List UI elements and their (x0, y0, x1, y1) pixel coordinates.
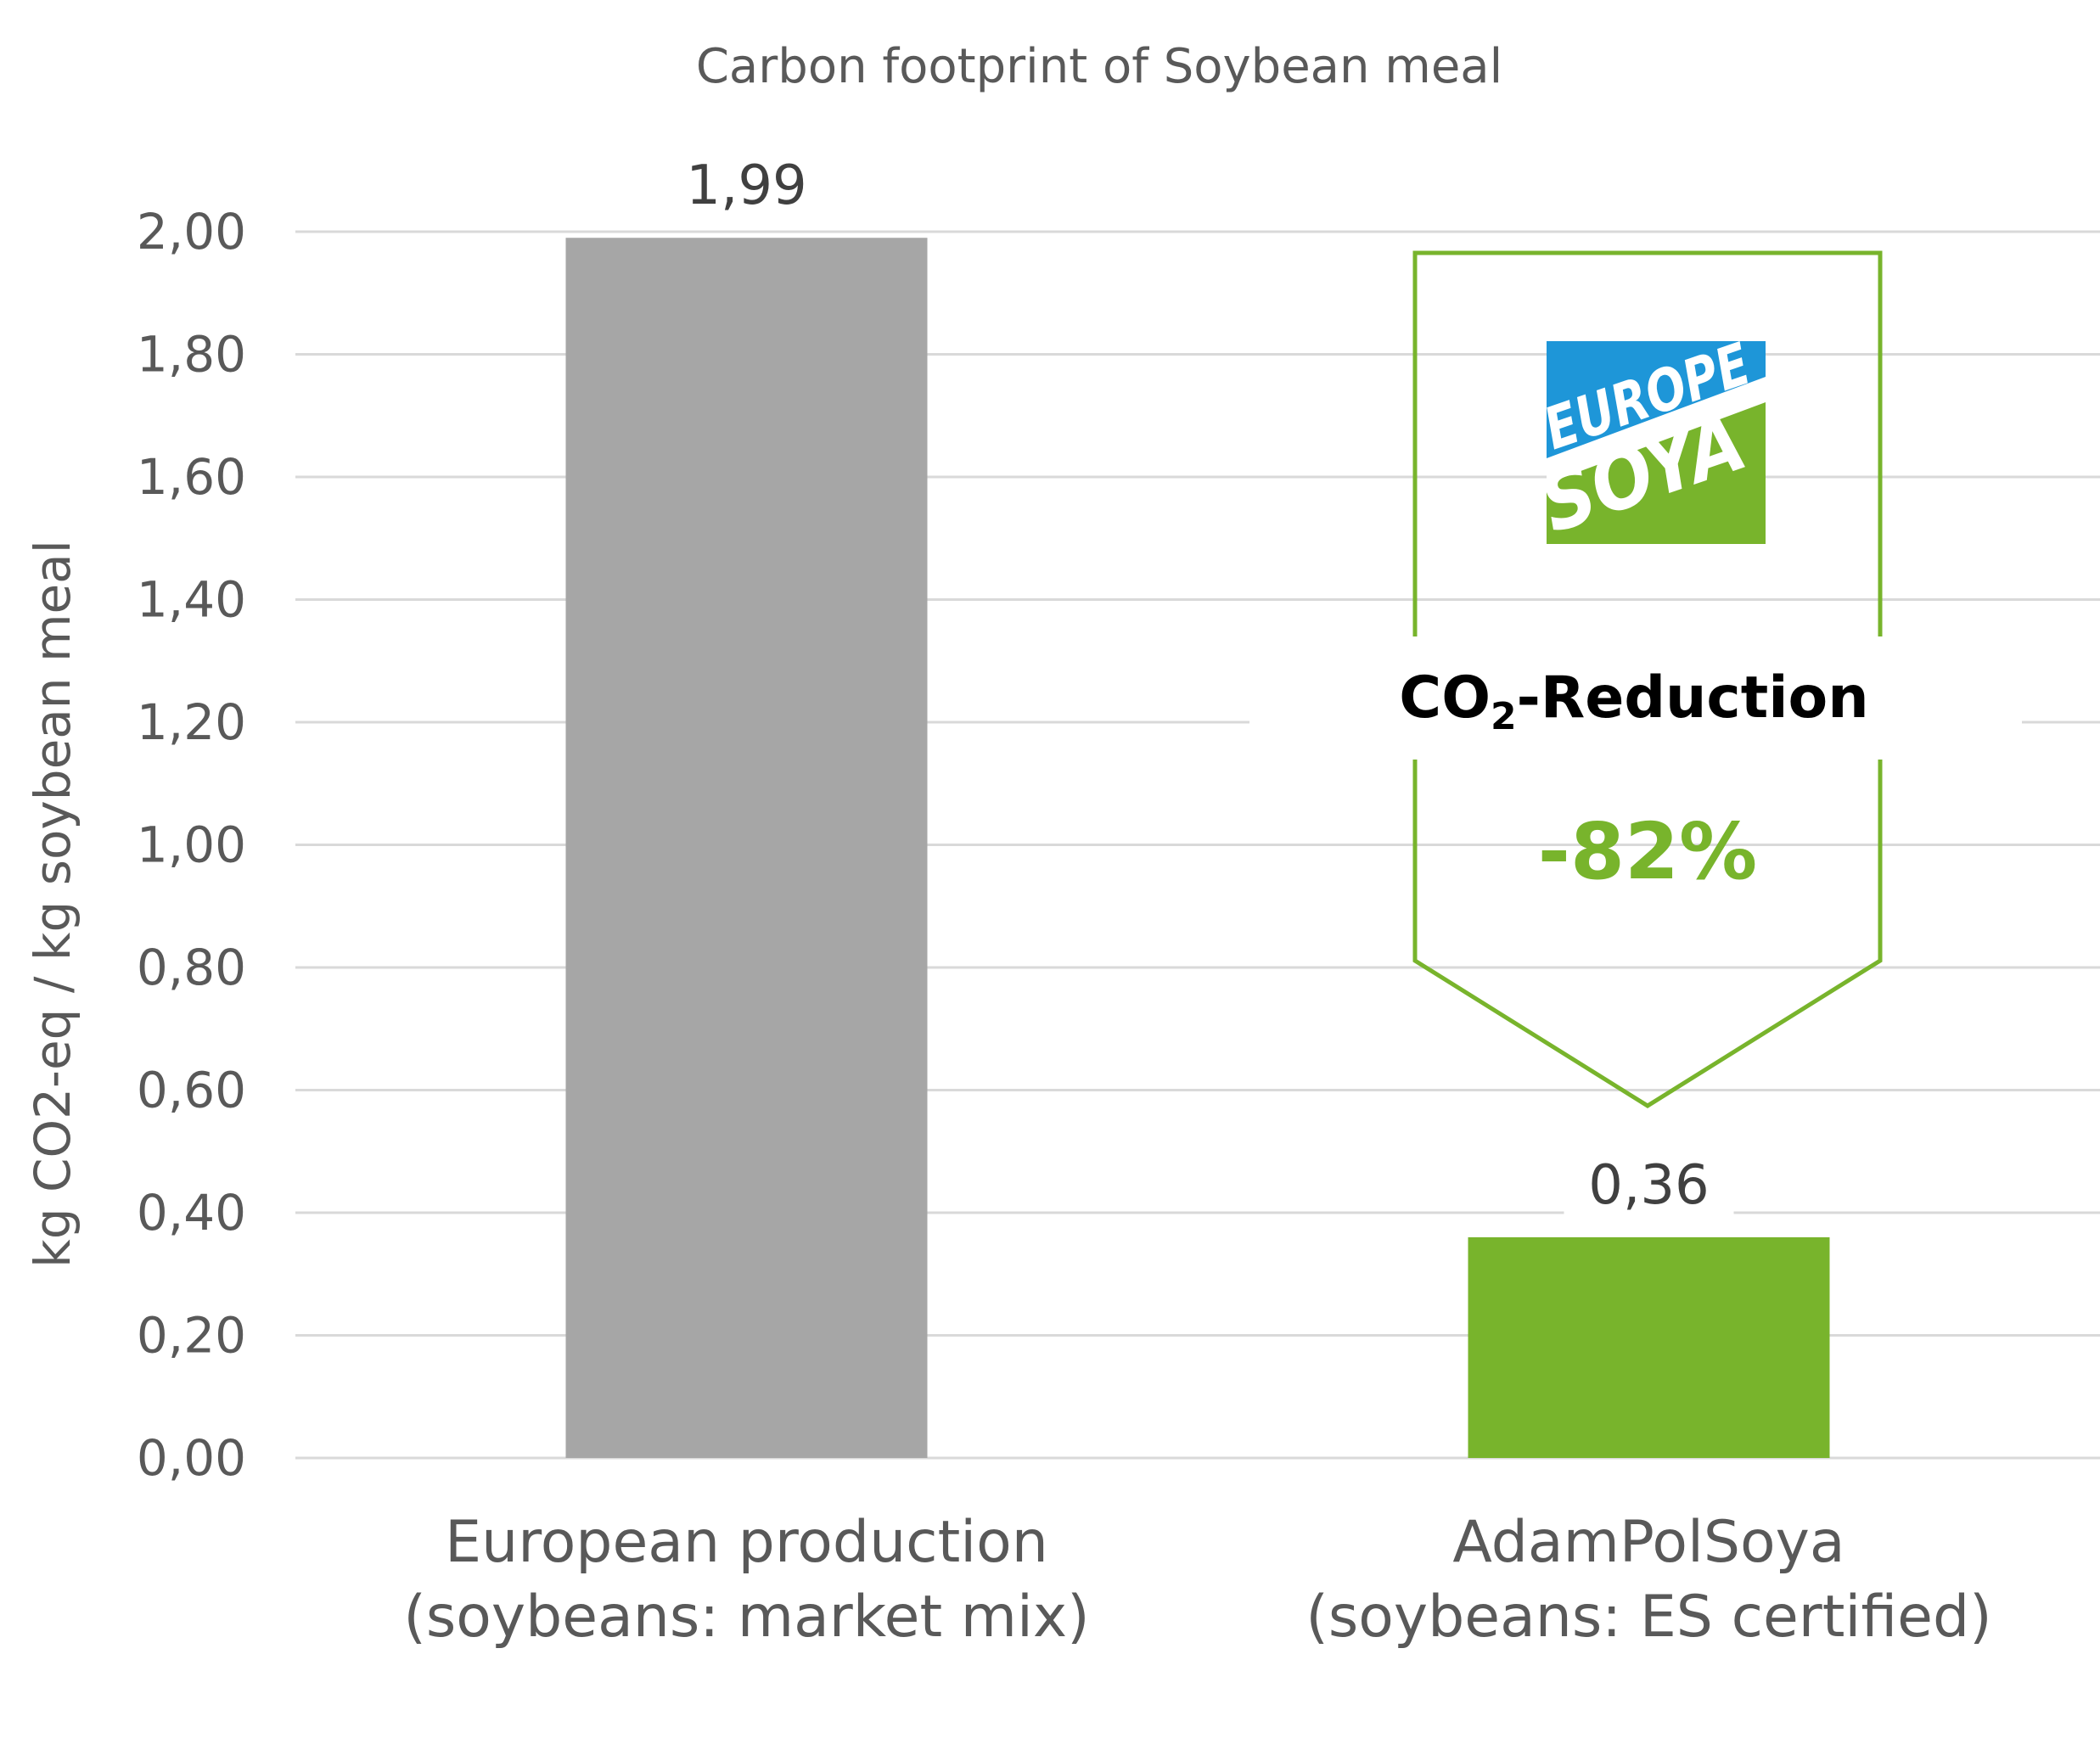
callout-heading-main: CO (1399, 664, 1491, 732)
bar (1468, 1236, 1830, 1458)
bars (565, 238, 1830, 1459)
x-tick-label: European production (445, 1509, 1048, 1576)
value-label: 1,99 (686, 154, 807, 217)
y-tick-label: 1,20 (137, 693, 246, 751)
y-tick-label: 0,40 (137, 1184, 246, 1242)
y-tick-label: 0,60 (137, 1062, 246, 1119)
europe-soya-logo: EUROPE SOYA (1529, 331, 1766, 552)
callout-arrow-outline (1412, 250, 1883, 636)
y-axis-ticks: 0,00 0,20 0,40 0,60 0,80 1,00 1,20 1,40 1,60 1,80… (137, 203, 246, 1487)
value-label: 0,36 (1588, 1154, 1710, 1217)
chart-title: Carbon footprint of Soybean meal (696, 39, 1502, 94)
y-tick-label: 2,00 (137, 203, 246, 261)
value-labels: 1,99 0,36 (686, 154, 1734, 1229)
y-tick-label: 0,20 (137, 1307, 246, 1365)
x-axis-labels: European production (soybeans: market mix… (403, 1509, 1991, 1651)
logo-green-part (1547, 395, 1766, 544)
callout-value: -82% (1538, 806, 1757, 897)
callout-heading-rest: -Reduction (1517, 664, 1869, 732)
callout-heading-subscript: 2 (1491, 695, 1517, 738)
callout-arrow-outline-lower (1412, 760, 1883, 1108)
y-tick-label: 1,40 (137, 571, 246, 629)
reduction-callout: EUROPE SOYA CO2-Reduction -82% (1249, 250, 2022, 1108)
logo-white-stripe (1547, 377, 1766, 484)
value-label-background (1564, 1147, 1734, 1229)
y-tick-label: 1,00 (137, 816, 246, 874)
callout-label-background (1249, 641, 2022, 760)
y-tick-label: 0,80 (137, 939, 246, 996)
x-tick-label: (soybeans: ES certified) (1305, 1584, 1991, 1651)
callout-heading: CO2-Reduction (1399, 664, 1868, 738)
x-tick-label: AdamPolSoya (1452, 1509, 1845, 1576)
y-tick-label: 0,00 (137, 1429, 246, 1487)
y-axis-label: kg CO2-eq / kg soybean meal (24, 540, 81, 1268)
y-tick-label: 1,60 (137, 448, 246, 506)
bar (565, 238, 928, 1459)
x-tick-label: (soybeans: market mix) (403, 1584, 1089, 1651)
y-tick-label: 1,80 (137, 326, 246, 384)
